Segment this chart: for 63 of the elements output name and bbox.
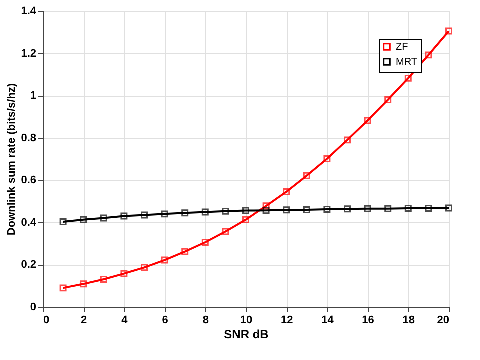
point <box>324 156 331 162</box>
point <box>120 270 128 278</box>
point <box>182 248 189 256</box>
point <box>141 212 148 219</box>
point <box>446 28 452 35</box>
x-tick-label: 4 <box>122 314 129 326</box>
x-tick-label: 12 <box>280 314 294 326</box>
point <box>404 204 412 212</box>
x-tick-label: 10 <box>240 314 253 326</box>
point <box>161 256 168 264</box>
point <box>303 206 310 214</box>
point <box>364 117 372 124</box>
point <box>202 208 209 216</box>
point <box>324 206 331 214</box>
x-tick-label: 16 <box>362 314 374 326</box>
point <box>425 204 432 212</box>
point <box>222 208 230 215</box>
y-tick-label: 0.4 <box>21 216 38 229</box>
point <box>242 207 250 214</box>
point <box>80 216 88 224</box>
point <box>222 228 230 236</box>
legend-label: ZF <box>396 42 408 53</box>
y-tick-label: 0.2 <box>21 259 36 272</box>
point <box>60 218 67 226</box>
point <box>100 214 108 222</box>
point <box>100 276 108 283</box>
y-tick-label: 0 <box>30 302 36 314</box>
legend-label: MRT <box>396 57 418 68</box>
point <box>303 172 310 180</box>
point <box>283 188 290 196</box>
x-tick-label: 14 <box>322 314 335 326</box>
y-tick-label: 1.4 <box>21 6 38 18</box>
point <box>384 96 392 104</box>
point <box>404 74 412 82</box>
x-tick-label: 2 <box>81 314 88 326</box>
point <box>60 284 67 292</box>
point <box>446 204 452 212</box>
point <box>80 280 88 288</box>
x-tick-label: 20 <box>437 314 450 326</box>
y-tick-label: 0.8 <box>21 132 36 144</box>
y-tick-label: 1 <box>30 90 36 102</box>
point <box>384 205 392 212</box>
point <box>262 202 270 210</box>
point <box>425 52 432 59</box>
point <box>344 206 351 213</box>
point <box>283 206 290 214</box>
point <box>344 136 351 144</box>
point <box>182 210 189 217</box>
y-axis-title: Downlink sum rate (bits/s/hz) <box>6 83 18 236</box>
point <box>242 216 250 224</box>
x-axis-title: SNR dB <box>224 328 270 342</box>
point <box>262 207 270 214</box>
x-tick-label: 8 <box>202 314 209 326</box>
y-tick-label: 1.2 <box>21 48 36 60</box>
x-tick-label: 0 <box>44 314 50 326</box>
point <box>202 239 209 246</box>
point <box>364 205 372 212</box>
x-tick-label: 6 <box>162 314 168 326</box>
point <box>161 210 168 218</box>
x-tick-label: 18 <box>402 314 416 326</box>
point <box>120 212 128 220</box>
y-tick-label: 0.6 <box>21 174 36 187</box>
point <box>141 264 148 272</box>
